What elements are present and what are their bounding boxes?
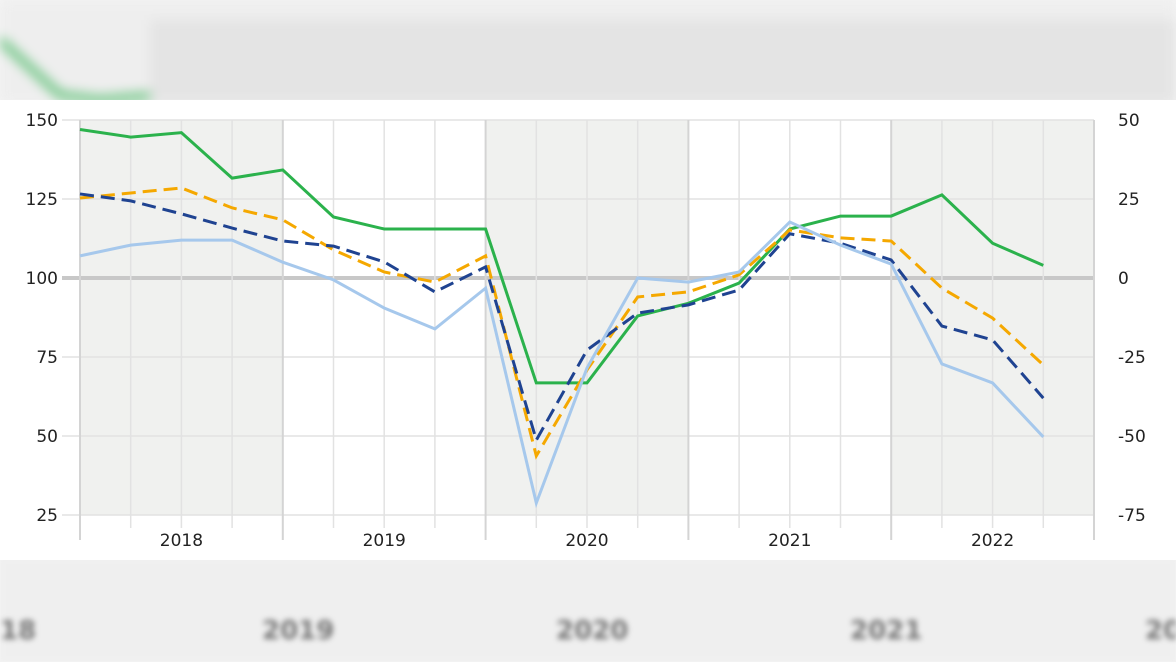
bg-label: 18 <box>0 616 37 646</box>
year-label: 2022 <box>971 531 1014 551</box>
year-label: 2019 <box>363 531 406 551</box>
bg-label: 2020 <box>556 616 629 646</box>
series-line-0 <box>79 127 1044 385</box>
left-tick-label: 150 <box>26 111 58 131</box>
year-label: 2021 <box>768 531 811 551</box>
bg-label: 2019 <box>262 616 335 646</box>
right-tick-label: -75 <box>1118 506 1146 526</box>
year-label: 2018 <box>160 531 203 551</box>
right-tick-label: 25 <box>1118 190 1140 210</box>
left-tick-label: 50 <box>36 427 58 447</box>
left-tick-label: 75 <box>36 348 58 368</box>
left-tick-label: 125 <box>26 190 58 210</box>
right-tick-label: 50 <box>1118 111 1140 131</box>
right-tick-label: -25 <box>1118 348 1146 368</box>
bg-label: 20 <box>1145 616 1176 646</box>
series-line-1 <box>79 186 1045 460</box>
bg-label: 2021 <box>850 616 923 646</box>
year-label: 2020 <box>565 531 608 551</box>
right-tick-label: -50 <box>1118 427 1146 447</box>
blurred-background-bottom: 18 2019 2020 2021 20 <box>0 558 1176 662</box>
blurred-background-top <box>0 0 1176 104</box>
chart-svg: 150 50 125 25 100 0 75 -25 50 -50 25 -75 2018 2019 202… <box>26 111 1146 551</box>
right-tick-label: 0 <box>1118 269 1129 289</box>
line-chart: 150 50 125 25 100 0 75 -25 50 -50 25 -75 2018 2019 202… <box>0 100 1176 560</box>
series-line-3 <box>79 220 1045 509</box>
left-tick-label: 25 <box>36 506 58 526</box>
left-tick-label: 100 <box>26 269 58 289</box>
series-line-2 <box>79 192 1045 444</box>
